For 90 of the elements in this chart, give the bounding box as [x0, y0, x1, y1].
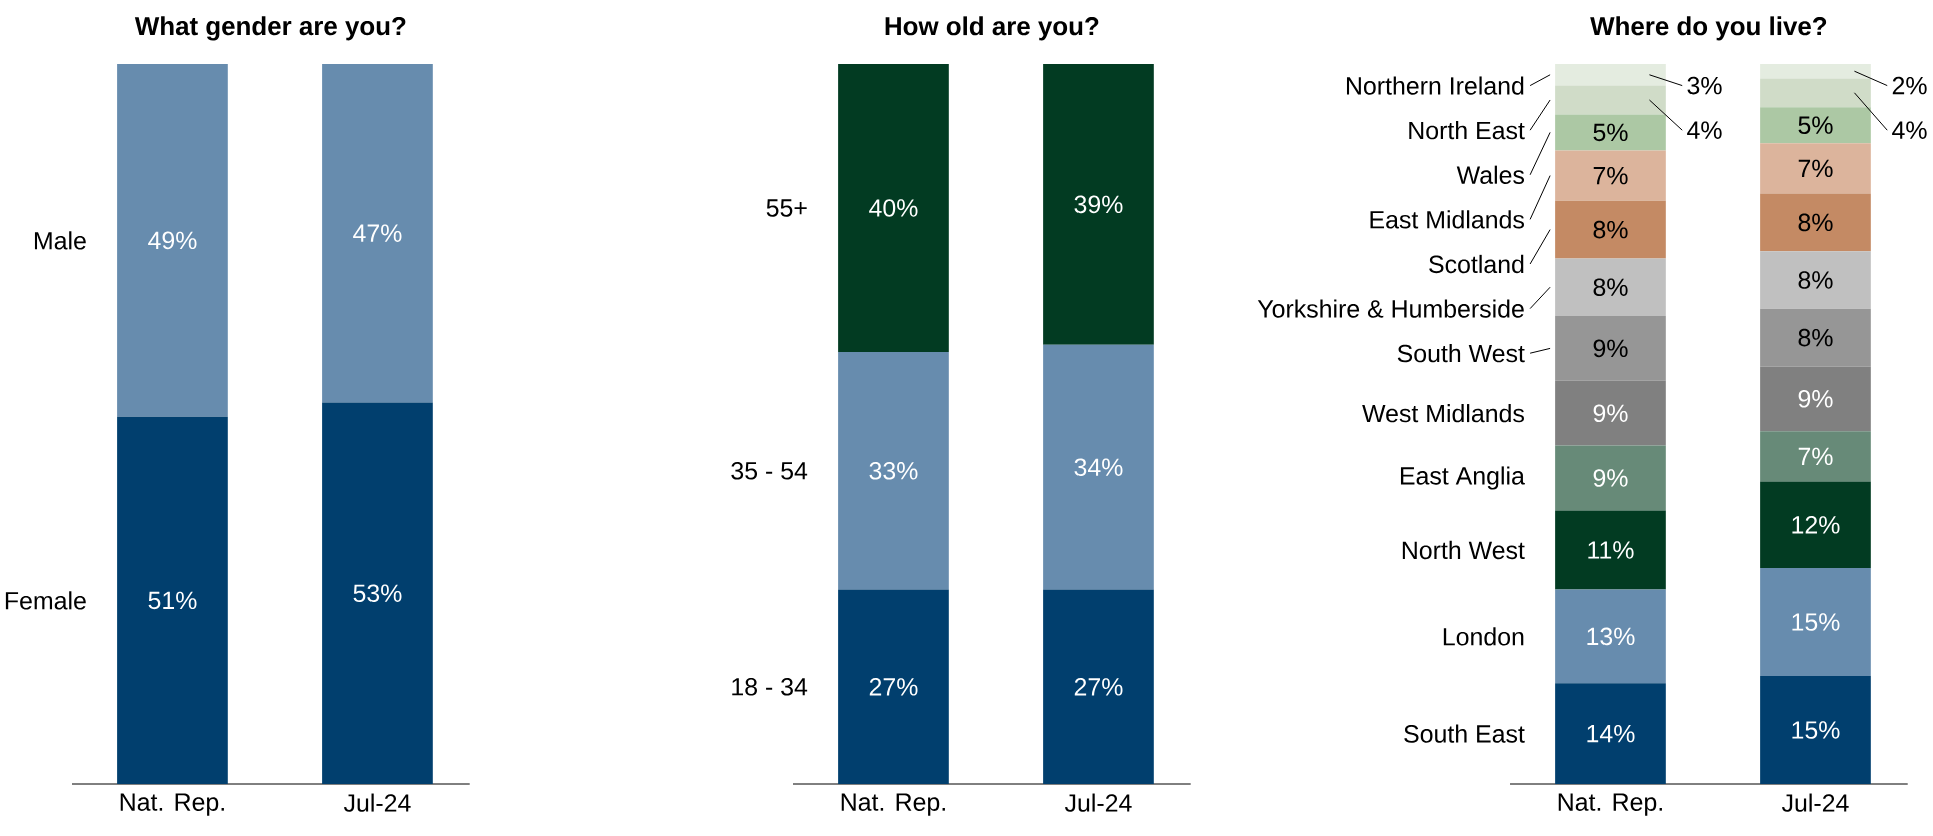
data-label: 8% [1798, 271, 1833, 289]
data-label: 11% [1588, 541, 1634, 559]
data-label: 8% [1593, 220, 1628, 239]
bar [838, 352, 949, 590]
series-label: East Midlands [1370, 210, 1524, 229]
series-label: North East [1409, 121, 1525, 140]
bar [838, 589, 949, 784]
series-label: West Midlands [1362, 404, 1524, 423]
x-tick-label: Nat. Rep. [1558, 793, 1662, 816]
data-label: 4% [1687, 121, 1722, 139]
data-label: 7% [1798, 447, 1833, 466]
data-label: 39% [1074, 195, 1123, 214]
bar [1555, 150, 1666, 201]
data-label: 5% [1798, 116, 1833, 134]
series-label: East Anglia [1400, 466, 1525, 490]
data-label: 8% [1798, 213, 1833, 232]
series-label: South West [1397, 344, 1525, 363]
bar [1043, 63, 1154, 345]
data-label: 34% [1074, 458, 1123, 477]
bar [1760, 251, 1871, 309]
series-label: 18 - 34 [732, 677, 808, 696]
bar [1555, 85, 1666, 115]
series-label: 35 - 54 [731, 461, 808, 480]
bar [1760, 107, 1871, 144]
bar [1555, 258, 1666, 316]
series-label: London [1443, 627, 1524, 646]
series-label: South East [1404, 724, 1525, 743]
data-label: 2% [1892, 76, 1927, 95]
bar [1760, 308, 1871, 367]
series-label: Female [5, 591, 86, 610]
series-label: Wales [1456, 165, 1525, 184]
bar [1555, 114, 1666, 151]
data-label: 51% [148, 591, 197, 610]
data-label: 3% [1687, 76, 1722, 95]
data-label: 9% [1593, 469, 1628, 487]
bar [1555, 63, 1666, 86]
bar [1760, 366, 1871, 432]
data-label: 15% [1792, 721, 1840, 739]
data-label: 53% [353, 584, 402, 603]
series-label: Yorkshire & Humberside [1257, 299, 1524, 318]
data-label: 27% [869, 678, 918, 696]
data-label: 47% [353, 224, 402, 242]
bar [1555, 200, 1666, 259]
bar [1760, 481, 1871, 568]
data-label: 15% [1792, 613, 1840, 631]
data-label: 5% [1593, 123, 1628, 142]
x-tick-label: Nat. Rep. [841, 793, 945, 816]
bar [838, 63, 949, 352]
bar [1043, 589, 1154, 784]
bar [1760, 568, 1871, 676]
data-label: 7% [1798, 159, 1833, 178]
data-label: 9% [1593, 404, 1628, 423]
bar [1555, 589, 1666, 684]
bar [1760, 78, 1871, 108]
data-label: 49% [148, 231, 197, 250]
series-label: Northern Ireland [1346, 76, 1524, 95]
data-label: 9% [1798, 389, 1833, 408]
data-label: 13% [1587, 627, 1635, 646]
bar [1043, 344, 1154, 590]
data-label: 8% [1798, 328, 1833, 347]
bar [1760, 676, 1871, 784]
data-label: 8% [1593, 278, 1628, 297]
data-label: 4% [1892, 121, 1927, 139]
bar [1760, 193, 1871, 252]
bar [1555, 380, 1666, 446]
series-label: Scotland [1429, 254, 1524, 274]
series-label: Male [34, 231, 86, 250]
bar [1555, 683, 1666, 784]
data-label: 9% [1593, 339, 1628, 358]
bar [1555, 316, 1666, 381]
series-label: North West [1402, 540, 1525, 560]
chart-title: What gender are you? [134, 16, 406, 41]
series-label: 55+ [766, 199, 807, 217]
x-tick-label: Jul-24 [343, 793, 411, 812]
data-label: 14% [1587, 724, 1635, 743]
bar [1760, 431, 1871, 482]
x-tick-label: Nat. Rep. [120, 793, 224, 816]
chart-title: Where do you live? [1590, 16, 1827, 41]
x-tick-label: Jul-24 [1781, 793, 1849, 812]
bar [1555, 510, 1666, 590]
bar [1760, 63, 1871, 79]
chart-title: How old are you? [885, 16, 1099, 41]
x-tick-label: Jul-24 [1064, 793, 1132, 812]
data-label: 33% [869, 461, 918, 480]
data-label: 7% [1593, 166, 1628, 185]
data-label: 40% [869, 199, 918, 217]
bar [1555, 445, 1666, 511]
data-label: 12% [1792, 516, 1840, 534]
bar [1760, 143, 1871, 194]
data-label: 27% [1074, 678, 1123, 696]
